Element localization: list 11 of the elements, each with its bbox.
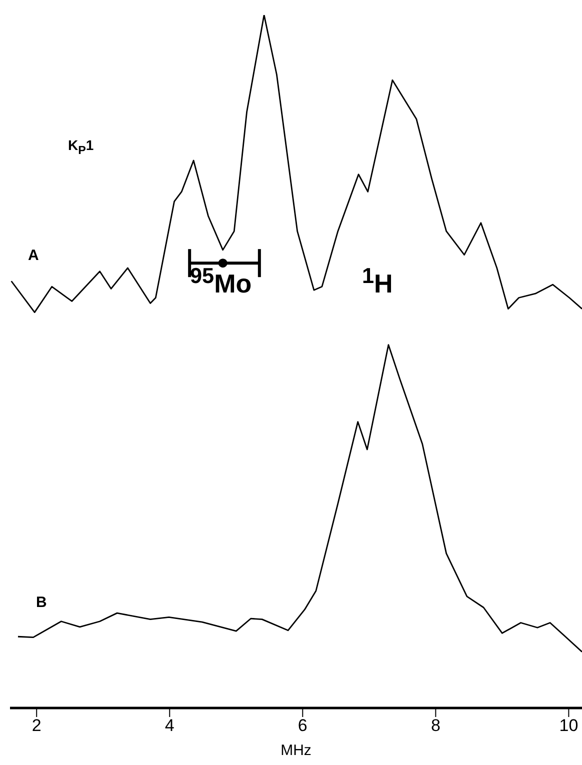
annotation: K$_{P}$1 — [68, 137, 94, 157]
x-tick-label: 2 — [32, 716, 42, 736]
x-tick-label: 6 — [298, 716, 308, 736]
x-tick-label: 10 — [559, 716, 578, 736]
x-axis-title: MHz — [280, 742, 312, 759]
annotation: A — [28, 247, 39, 264]
annotation: $^{1}$H — [362, 263, 393, 299]
annotation: B — [36, 594, 47, 611]
x-tick-label: 4 — [164, 716, 174, 736]
x-tick-label: 8 — [430, 716, 440, 736]
annotation: $^{95}$Mo — [190, 263, 252, 299]
